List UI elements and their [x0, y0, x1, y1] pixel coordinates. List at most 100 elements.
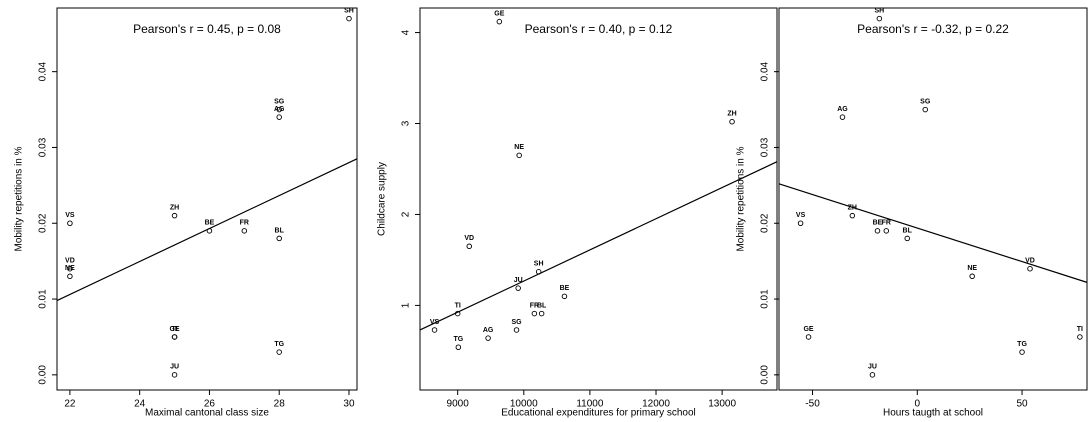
x-tick-label: -50 [805, 399, 820, 410]
annotation: Pearson's r = -0.32, p = 0.22 [857, 22, 1009, 36]
y-tick-label: 0.02 [760, 213, 771, 233]
point [455, 344, 462, 351]
point [516, 152, 522, 159]
y-tick-label: 3 [401, 120, 412, 126]
point-label: VD [464, 235, 474, 242]
y-tick-label: 0.04 [38, 61, 49, 81]
point-label: NE [967, 265, 977, 272]
point [485, 335, 491, 341]
x-tick-label: 11000 [576, 399, 604, 410]
point-label: SG [920, 98, 931, 105]
point-label: TG [453, 336, 463, 343]
point-label: ZH [727, 111, 736, 118]
point-label: AG [483, 327, 494, 334]
plot-frame [56, 7, 358, 391]
point [276, 235, 282, 242]
point [276, 114, 282, 120]
y-tick-label: 4 [401, 29, 412, 35]
y-tick-label: 2 [401, 211, 412, 217]
point-label: VD [1025, 258, 1035, 265]
point-label: AG [274, 106, 285, 113]
y-tick-label: 0.01 [38, 289, 49, 309]
x-tick-label: 9000 [447, 399, 470, 410]
x-tick-label: 30 [343, 399, 355, 410]
point [869, 372, 876, 378]
point [805, 334, 812, 340]
point-label: SH [534, 261, 544, 268]
trend-line [419, 161, 778, 331]
annotation: Pearson's r = 0.45, p = 0.08 [133, 22, 281, 36]
point-label: FR [882, 220, 891, 227]
point [883, 228, 890, 234]
x-tick-label: 28 [274, 399, 286, 410]
point-label: ZH [848, 205, 857, 212]
point [1027, 265, 1033, 272]
point [904, 235, 910, 242]
point [171, 212, 178, 219]
point [276, 349, 282, 355]
panel: 9000 10000 11000 12000 13000 1 2 3 4 Educational … [377, 7, 778, 419]
point-label: TG [1017, 341, 1027, 348]
point-label: SH [874, 7, 884, 14]
point [839, 114, 846, 120]
point [171, 372, 178, 378]
point [67, 273, 73, 280]
point [849, 212, 856, 219]
point-label: BE [873, 220, 883, 227]
y-tick-label: 0.04 [760, 61, 771, 81]
point-label: TG [274, 341, 284, 348]
x-tick-label: 0 [915, 399, 921, 410]
point-label: ZH [170, 205, 179, 212]
point-label: JU [868, 364, 877, 371]
point-label: VS [430, 319, 440, 326]
point [531, 310, 538, 317]
point [466, 243, 473, 250]
point-label: BE [205, 220, 215, 227]
point-label: GE [803, 326, 813, 333]
point [496, 18, 503, 25]
point-label: AG [837, 106, 848, 113]
annotation: Pearson's r = 0.40, p = 0.12 [525, 22, 673, 36]
point-label: TI [1077, 326, 1083, 333]
y-tick-label: 0.03 [38, 137, 49, 157]
point [67, 265, 73, 272]
point [922, 106, 928, 113]
x-tick-label: 24 [134, 399, 146, 410]
point [515, 285, 521, 291]
point-label: FR [240, 220, 249, 227]
x-axis-title: Hours taugth at school [883, 408, 983, 419]
point [206, 228, 213, 234]
y-tick-label: 1 [401, 302, 412, 308]
point-label: JU [170, 364, 179, 371]
y-axis-title: Mobility repetitions in % [14, 146, 25, 251]
point-label: TI [171, 326, 177, 333]
x-tick-label: 10000 [510, 399, 538, 410]
y-axis-title: Childcare supply [377, 162, 388, 236]
point [431, 327, 438, 333]
point-label: SG [511, 319, 522, 326]
point-label: SH [344, 7, 354, 14]
y-tick-label: 0.00 [38, 365, 49, 385]
point-label: NE [65, 265, 75, 272]
point [67, 220, 73, 227]
plot-frame [419, 7, 778, 391]
point-label: JU [514, 277, 523, 284]
x-tick-label: 13000 [708, 399, 736, 410]
panel: -50 0 50 0.00 0.01 0.02 0.03 0.04 Hours taugth a… [736, 7, 1088, 419]
x-axis-title: Educational expenditures for primary sch… [501, 408, 696, 419]
point [454, 310, 461, 317]
y-axis-title: Mobility repetitions in % [736, 146, 747, 251]
point [1019, 349, 1025, 355]
point-label: VD [65, 258, 75, 265]
y-tick-label: 0.02 [38, 213, 49, 233]
y-tick-label: 0.01 [760, 289, 771, 309]
x-tick-label: 26 [204, 399, 216, 410]
point-label: BE [560, 285, 570, 292]
x-tick-label: 22 [64, 399, 76, 410]
point-label: VS [65, 212, 75, 219]
point-label: BL [275, 227, 285, 234]
point-label: FR [530, 302, 539, 309]
panel: 22 24 26 28 30 0.00 0.01 0.02 0.03 0.04 Maximal ca… [14, 7, 358, 419]
x-tick-label: 12000 [642, 399, 670, 410]
